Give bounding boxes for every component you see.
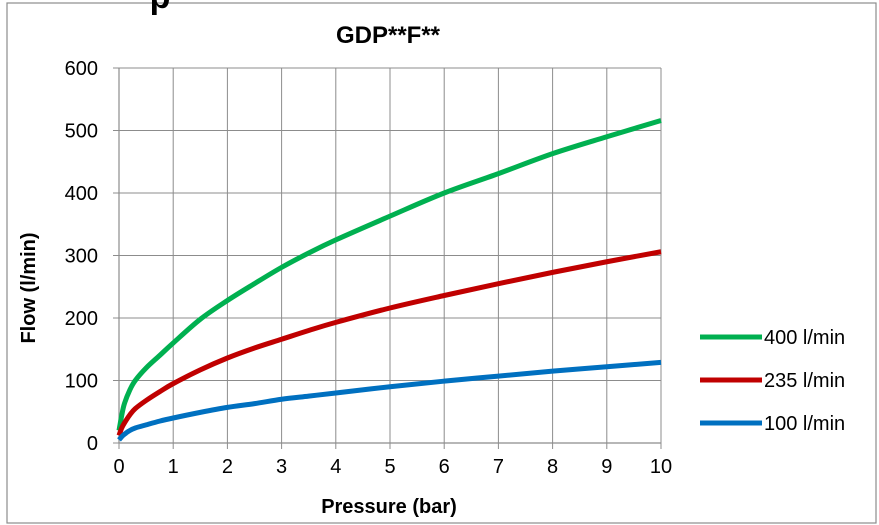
- legend: 400 l/min 235 l/min 100 l/min: [700, 327, 845, 435]
- x-tick-label: 10: [650, 456, 672, 478]
- y-tick-label: 400: [65, 183, 98, 205]
- legend-label-400-l-min: 400 l/min: [764, 327, 845, 349]
- x-axis-tick-labels: 0 1 2 3 4 5 6 7 8 9 10: [113, 456, 672, 478]
- partial-heading: p: [150, 0, 171, 16]
- legend-label-100-l-min: 100 l/min: [764, 413, 845, 435]
- series-lines: [116, 118, 662, 442]
- x-tick-label: 6: [439, 456, 450, 478]
- axes: [113, 67, 662, 449]
- x-tick-label: 5: [384, 456, 395, 478]
- x-axis-label: Pressure (bar): [321, 496, 457, 518]
- x-tick-label: 9: [601, 456, 612, 478]
- y-axis-tick-labels: 0 100 200 300 400 500 600: [65, 58, 98, 455]
- chart-title: GDP**F**: [336, 22, 441, 49]
- y-tick-label: 500: [65, 121, 98, 143]
- y-axis-label: Flow (l/min): [18, 232, 40, 343]
- x-tick-label: 0: [113, 456, 124, 478]
- x-tick-label: 8: [547, 456, 558, 478]
- series-line-235-l-min: [116, 249, 662, 437]
- y-tick-label: 0: [87, 433, 98, 455]
- chart-border: [6, 2, 877, 524]
- x-tick-label: 3: [276, 456, 287, 478]
- x-tick-label: 2: [222, 456, 233, 478]
- x-tick-label: 7: [493, 456, 504, 478]
- y-tick-label: 600: [65, 58, 98, 80]
- series-line-100-l-min: [117, 359, 662, 442]
- x-tick-label: 1: [168, 456, 179, 478]
- legend-label-235-l-min: 235 l/min: [764, 370, 845, 392]
- y-tick-label: 200: [65, 308, 98, 330]
- y-tick-label: 100: [65, 371, 98, 393]
- series-line-400-l-min: [116, 118, 662, 431]
- y-tick-label: 300: [65, 246, 98, 268]
- x-tick-label: 4: [330, 456, 341, 478]
